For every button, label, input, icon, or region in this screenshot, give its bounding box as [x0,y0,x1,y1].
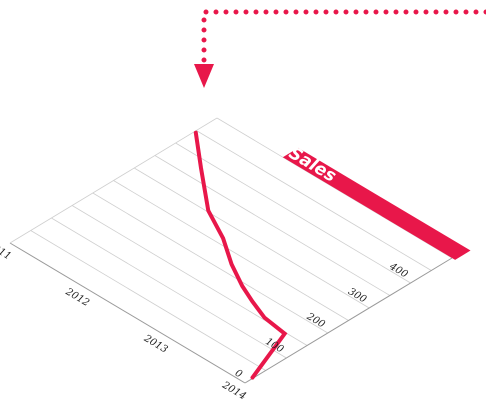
y-axis-line [244,257,453,384]
title-banner-ribbon [282,147,471,260]
x-tick-2014: 2014 [219,379,247,402]
grid-line-50 [30,230,266,371]
chart-title: Sales [285,143,339,186]
grid-line-450 [196,130,432,271]
y-tick-200: 200 [304,311,327,331]
grid-line-200 [92,192,329,334]
x-axis-line [9,242,246,384]
chart-series [193,130,288,380]
y-tick-0: 0 [233,368,245,381]
grid-line-400 [175,142,411,284]
chart-axes [9,117,453,384]
y-tick-300: 300 [346,286,369,306]
back-edge-line [9,117,218,244]
y-tick-400: 400 [387,261,410,281]
chart-title-banner: Sales [282,143,471,260]
dotted-arrow-line [201,9,486,65]
x-tick-2013: 2013 [141,333,169,356]
sales-series-line [193,130,288,380]
arrow-head-icon [194,64,214,88]
grid-line-250 [113,180,349,321]
dotted-down-arrow-icon [194,9,486,88]
grid-line-300 [133,167,370,309]
chart-grid [30,117,453,371]
grid-line-100 [51,217,287,359]
grid-line-350 [154,155,391,296]
x-tick-2012: 2012 [63,286,91,309]
